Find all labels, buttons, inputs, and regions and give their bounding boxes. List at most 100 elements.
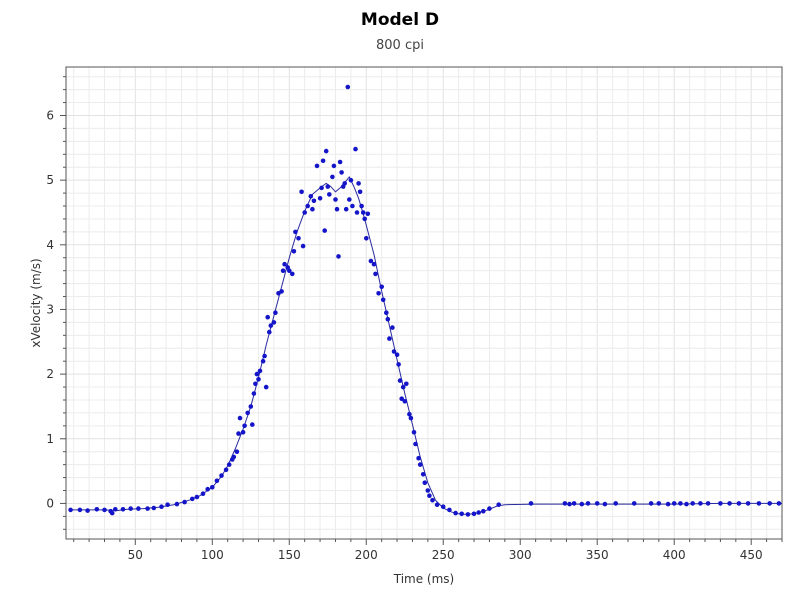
plot-frame	[65, 66, 783, 540]
data-point	[376, 291, 381, 296]
data-point	[767, 501, 772, 506]
data-point	[496, 502, 502, 508]
data-point	[690, 501, 695, 506]
data-point	[594, 501, 600, 506]
data-point	[394, 352, 400, 358]
data-point	[308, 194, 314, 199]
x-tick-label: 200	[355, 548, 378, 562]
data-point	[200, 491, 206, 497]
data-point	[585, 501, 591, 506]
y-tick-label: 2	[46, 367, 54, 381]
x-tick-label: 300	[509, 548, 532, 562]
x-tick-label: 400	[663, 548, 686, 562]
data-point	[380, 297, 386, 303]
data-point	[343, 206, 349, 212]
data-point	[109, 510, 115, 516]
chart-title: Model D	[360, 10, 440, 30]
x-axis-label: Time (ms)	[393, 572, 455, 586]
data-point	[311, 198, 317, 204]
data-point	[159, 504, 164, 510]
data-point	[336, 254, 341, 259]
y-tick-label: 0	[46, 496, 54, 510]
data-point	[330, 174, 335, 180]
data-point	[94, 507, 100, 512]
data-point	[656, 501, 662, 506]
x-tick-label: 350	[586, 548, 609, 562]
data-point	[210, 485, 215, 490]
data-point	[567, 501, 572, 507]
data-point	[453, 510, 458, 516]
data-point	[756, 501, 762, 506]
data-point	[359, 203, 364, 209]
data-point	[342, 181, 348, 186]
data-point	[353, 146, 358, 152]
data-point	[256, 377, 261, 382]
data-point	[302, 210, 308, 215]
data-point	[314, 163, 320, 169]
data-point	[613, 501, 618, 506]
data-point	[379, 284, 385, 290]
data-point	[476, 510, 482, 515]
data-point	[425, 488, 431, 493]
data-point	[648, 501, 654, 506]
data-point	[360, 210, 366, 215]
data-point	[427, 493, 432, 499]
data-point	[322, 228, 328, 233]
fit-line	[70, 175, 782, 515]
data-point	[268, 323, 274, 328]
data-point	[320, 158, 326, 164]
data-point	[290, 271, 295, 277]
data-point	[242, 423, 247, 429]
data-point	[205, 486, 210, 492]
data-point	[296, 236, 301, 241]
x-tick-label: 450	[740, 548, 763, 562]
data-point	[385, 316, 391, 322]
data-point	[234, 449, 240, 455]
data-point	[400, 384, 406, 390]
data-point	[579, 501, 585, 507]
data-point	[334, 206, 340, 212]
data-point	[387, 336, 392, 341]
data-points	[68, 84, 782, 517]
data-point	[128, 506, 133, 511]
data-point	[226, 462, 232, 467]
x-tick-label: 250	[432, 548, 455, 562]
data-point	[357, 189, 363, 195]
data-point	[323, 148, 329, 154]
data-point	[257, 368, 263, 374]
data-point	[240, 430, 246, 435]
y-tick-label: 3	[46, 302, 54, 316]
data-point	[253, 381, 258, 387]
data-point	[300, 243, 306, 249]
data-point	[528, 501, 534, 506]
x-tick-label: 150	[278, 548, 301, 562]
data-point	[317, 196, 323, 201]
y-tick-label: 4	[46, 238, 54, 252]
data-point	[165, 502, 170, 508]
data-point	[325, 184, 331, 189]
data-point	[671, 501, 677, 506]
data-point	[319, 185, 324, 191]
data-point	[237, 415, 243, 421]
data-point	[194, 494, 200, 500]
data-point	[422, 480, 428, 486]
data-point	[279, 289, 284, 294]
data-point	[562, 501, 568, 506]
data-point	[245, 410, 250, 416]
data-point	[416, 455, 421, 461]
data-point	[430, 497, 435, 503]
data-point	[440, 504, 446, 510]
data-point	[718, 501, 723, 506]
data-point	[250, 422, 255, 427]
data-point	[354, 210, 360, 215]
grid	[66, 67, 783, 539]
data-point	[364, 236, 369, 241]
data-point	[684, 501, 689, 507]
data-point	[727, 501, 732, 506]
data-point	[174, 501, 180, 507]
data-point	[465, 512, 471, 517]
data-point	[736, 501, 742, 506]
data-point	[299, 189, 304, 195]
data-point	[282, 261, 287, 267]
